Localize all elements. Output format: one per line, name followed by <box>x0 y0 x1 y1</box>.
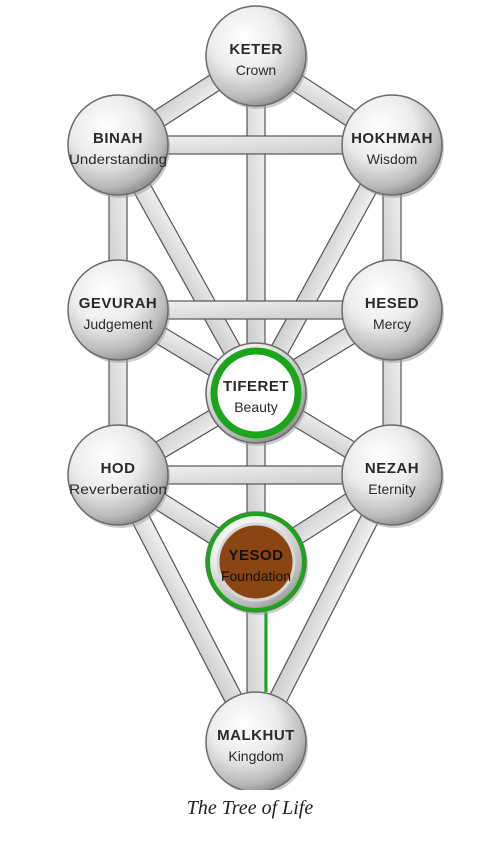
sphere-malkhut: MALKHUT Kingdom <box>205 691 308 790</box>
sphere-hod: HOD Reverberation <box>67 424 170 528</box>
sphere-keter: KETER Crown <box>205 5 308 109</box>
sphere-nezah: NEZAH Eternity <box>341 424 444 528</box>
sphere-name: TIFERET <box>223 378 289 395</box>
sphere-body <box>341 259 443 361</box>
sphere-meaning: Eternity <box>368 481 415 497</box>
sphere-body <box>205 5 307 107</box>
sphere-tiferet: TIFERET Beauty <box>205 342 308 446</box>
sphere-name: YESOD <box>228 547 283 564</box>
sphere-body <box>67 259 169 361</box>
sphere-body <box>205 691 307 790</box>
sphere-meaning: Reverberation <box>69 481 167 497</box>
sphere-binah: BINAH Understanding <box>67 94 170 198</box>
diagram-caption: The Tree of Life <box>186 797 314 819</box>
sphere-body <box>341 424 443 526</box>
sphere-name: KETER <box>229 41 282 58</box>
highlight-fill <box>216 522 296 602</box>
highlight-ring <box>206 512 306 612</box>
sphere-name: HESED <box>365 295 419 312</box>
sphere-name: HOD <box>101 460 136 477</box>
sphere-body <box>67 424 169 526</box>
sphere-name: NEZAH <box>365 460 419 477</box>
sphere-meaning: Understanding <box>69 151 167 167</box>
sphere-hesed: HESED Mercy <box>341 259 444 363</box>
tree-of-life-diagram: KETER Crown BINAH Understanding HOKHMAH Wisdo… <box>67 5 444 790</box>
sphere-meaning: Beauty <box>234 399 278 415</box>
sphere-yesod: YESOD Foundation <box>205 511 308 615</box>
highlight-ring <box>210 347 302 439</box>
sphere-name: MALKHUT <box>217 727 295 744</box>
sphere-gevurah: GEVURAH Judgement <box>67 259 170 363</box>
sphere-name: BINAH <box>93 130 143 147</box>
sphere-meaning: Mercy <box>373 316 411 332</box>
sphere-name: GEVURAH <box>79 295 158 312</box>
sphere-name: HOKHMAH <box>351 130 433 147</box>
sphere-meaning: Wisdom <box>367 151 418 167</box>
sphere-meaning: Judgement <box>83 316 152 332</box>
spheres-layer: KETER Crown BINAH Understanding HOKHMAH Wisdo… <box>67 5 444 790</box>
sphere-meaning: Kingdom <box>228 748 283 764</box>
sphere-meaning: Crown <box>236 62 276 78</box>
sphere-hokhmah: HOKHMAH Wisdom <box>341 94 444 198</box>
sphere-body <box>341 94 443 196</box>
sphere-body <box>67 94 169 196</box>
sphere-meaning: Foundation <box>221 568 291 584</box>
